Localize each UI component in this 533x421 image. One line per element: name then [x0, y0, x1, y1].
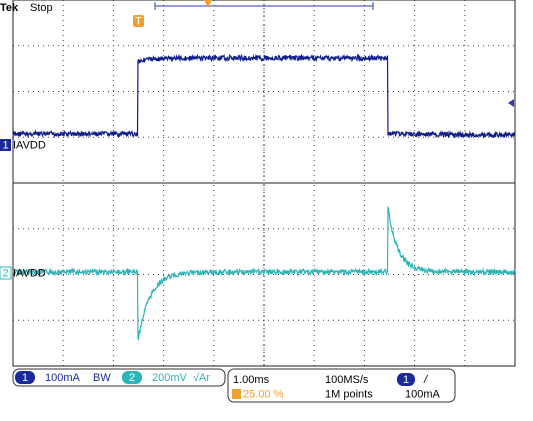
ch1-marker-text: 1 — [2, 139, 8, 151]
bw-icon: BW — [93, 372, 111, 384]
channel-readout — [12, 368, 226, 387]
trigger-level: 100mA — [405, 388, 441, 400]
ch1-scale: 100mA — [45, 372, 81, 384]
ch2-marker — [0, 266, 12, 280]
ch1-marker — [0, 139, 11, 151]
ch2-label: IAVDD — [13, 267, 46, 279]
ch2-badge — [122, 371, 142, 384]
ch1-label: IAVDD — [13, 139, 46, 151]
status: Stop — [30, 2, 53, 14]
ch2-scale: 200mV — [152, 372, 188, 384]
trigger-slope: / — [423, 374, 428, 386]
brand: Tek — [0, 2, 19, 14]
ch2-badge-text: 2 — [129, 372, 135, 384]
ch2-icon: √Ar — [193, 372, 210, 384]
trigger-level-arrow — [508, 99, 514, 107]
ch1-badge-text: 1 — [22, 372, 28, 384]
timebase: 1.00ms — [233, 374, 270, 386]
trigger-source-badge — [397, 373, 415, 386]
ch2-waveform — [12, 206, 516, 341]
trigger-position-icon — [232, 389, 241, 399]
ch1-waveform — [12, 53, 516, 139]
trigger-marker-text: T — [135, 15, 142, 27]
ch1-badge — [15, 371, 35, 384]
sample-rate: 100MS/s — [325, 374, 369, 386]
trigger-position-marker — [204, 0, 212, 8]
trigger-marker — [133, 15, 144, 27]
record-length: 1M points — [325, 388, 373, 400]
trigger-source: 1 — [403, 374, 409, 386]
ch2-marker-text: 2 — [2, 267, 8, 279]
trigger-position: 25.00 % — [243, 388, 284, 400]
